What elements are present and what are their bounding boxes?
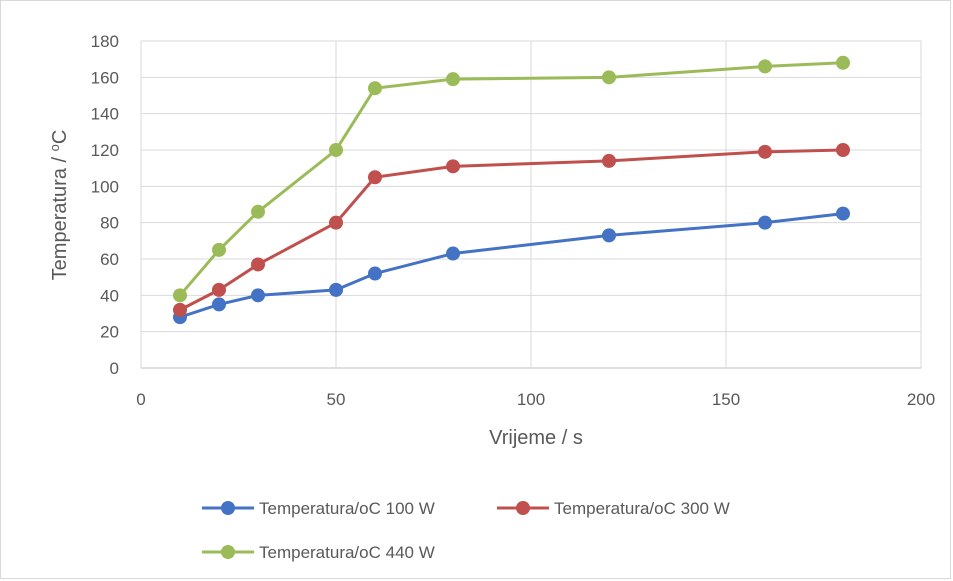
series-1 [173,206,850,325]
legend-item: Temperatura/oC 440 W [202,543,435,562]
data-point [602,153,616,168]
data-point [758,215,772,230]
y-tick-label: 20 [100,323,119,342]
y-tick-label: 120 [91,141,119,160]
y-axis-ticks: 0 20 40 60 80 100 120 140 160 180 [91,32,119,378]
y-tick-label: 60 [100,250,119,269]
data-point [329,143,343,157]
data-point [368,266,382,281]
x-tick-label: 150 [712,390,740,409]
data-point [251,204,265,219]
data-point [602,70,616,85]
data-point [329,215,343,230]
series-2 [173,143,850,317]
x-tick-label: 0 [136,390,145,409]
series-line [179,212,844,319]
data-point [836,206,850,221]
legend-item: Temperatura/oC 300 W [497,499,730,518]
x-tick-label: 200 [907,390,935,409]
gridlines [140,40,922,369]
data-point [758,144,772,159]
data-point [212,242,226,257]
legend-marker [516,501,530,515]
data-point [836,143,850,157]
series-3 [173,55,850,303]
x-tick-label: 50 [327,390,346,409]
y-axis-title: Temperatura / oC [47,130,71,281]
y-tick-label: 40 [100,286,119,305]
legend-label: Temperatura/oC 100 W [259,499,435,518]
data-point [251,288,265,303]
data-point [368,81,382,96]
data-point [446,246,460,261]
legend-marker [221,545,235,559]
x-axis-ticks: 0 50 100 150 200 [136,390,935,409]
legend-item: Temperatura/oC 100 W [202,499,435,518]
data-point [602,228,616,243]
series-layer [173,55,850,325]
y-tick-label: 160 [91,68,119,87]
x-axis-title: Vrijeme / s [489,427,583,449]
data-point [836,55,850,70]
data-point [446,72,460,87]
data-point [173,302,187,317]
y-tick-label: 140 [91,105,119,124]
y-axis-title-unit: C [49,130,71,144]
legend: Temperatura/oC 100 W Temperatura/oC 300 W… [202,499,730,562]
data-point [446,159,460,174]
data-point [212,297,226,312]
x-tick-label: 100 [517,390,545,409]
data-point [758,59,772,74]
legend-marker [221,501,235,515]
data-point [212,282,226,297]
series-line [179,148,844,312]
data-point [251,257,265,272]
y-tick-label: 180 [91,32,119,51]
legend-label: Temperatura/oC 440 W [259,543,435,562]
y-axis-title-main: Temperatura / [49,151,71,280]
data-point [329,282,343,297]
y-tick-label: 0 [110,359,119,378]
legend-label: Temperatura/oC 300 W [554,499,730,518]
y-axis-title-superscript: o [47,144,62,151]
data-point [173,288,187,303]
y-tick-label: 100 [91,177,119,196]
y-tick-label: 80 [100,214,119,233]
series-line [178,61,844,297]
data-point [368,170,382,185]
